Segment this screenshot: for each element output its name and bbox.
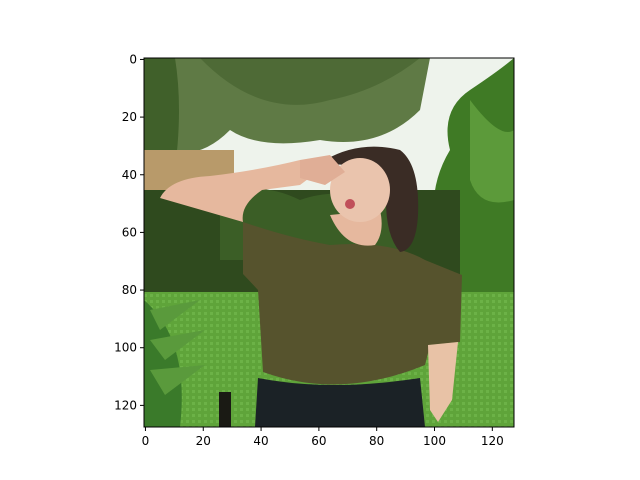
x-tick-label: 80 (369, 434, 384, 448)
y-tick-label: 20 (122, 110, 137, 124)
photo-image (144, 58, 514, 427)
y-tick-label: 40 (122, 168, 137, 182)
x-tick-label: 20 (196, 434, 211, 448)
y-tick-label: 80 (122, 283, 137, 297)
y-axis: 0 20 40 60 80 100 120 (114, 52, 144, 412)
x-tick-label: 120 (481, 434, 504, 448)
x-axis: 0 20 40 60 80 100 120 (142, 427, 504, 448)
y-tick-label: 0 (129, 52, 137, 66)
y-tick-label: 60 (122, 225, 137, 239)
y-tick-label: 100 (114, 341, 137, 355)
plot-frame (143, 57, 515, 428)
x-tick-label: 0 (142, 434, 150, 448)
x-tick-label: 60 (311, 434, 326, 448)
y-tick-label: 120 (114, 398, 137, 412)
x-tick-label: 100 (423, 434, 446, 448)
x-tick-label: 40 (253, 434, 268, 448)
